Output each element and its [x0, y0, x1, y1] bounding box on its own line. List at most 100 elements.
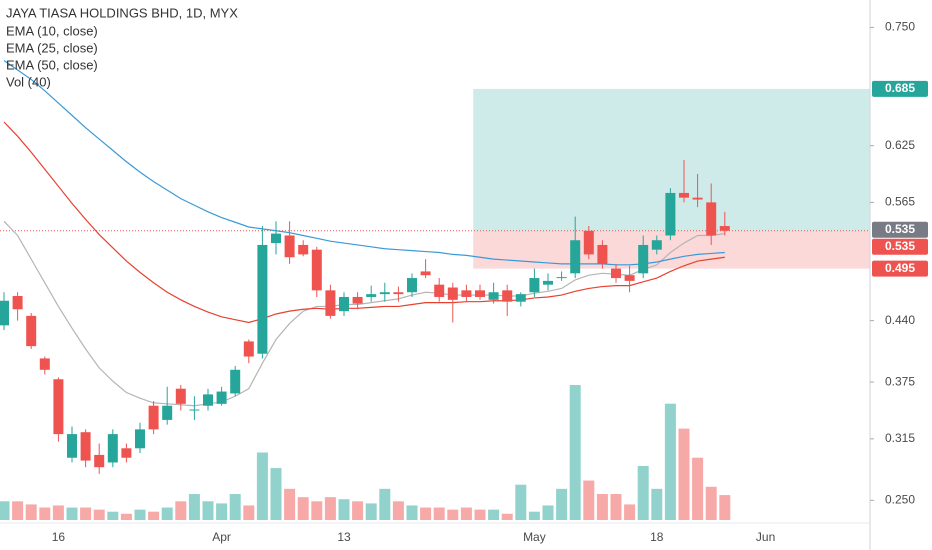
candle-body — [135, 429, 145, 449]
volume-bar — [297, 497, 309, 520]
candle-body — [570, 240, 581, 274]
volume-bar — [569, 385, 581, 520]
volume-bar — [583, 480, 595, 520]
volume-bar — [651, 488, 663, 520]
volume-bar — [120, 513, 132, 520]
volume-bar — [324, 497, 336, 520]
candle-body — [339, 296, 349, 312]
ema-line — [3, 220, 725, 407]
volume-bar — [284, 488, 296, 520]
volume-bar — [161, 507, 173, 520]
volume-bar — [637, 466, 649, 520]
volume-bar — [25, 504, 37, 520]
y-tick-label: 0.565 — [885, 195, 915, 209]
candle-body — [719, 226, 730, 231]
candle-body — [298, 244, 309, 255]
candle-body — [611, 268, 621, 279]
y-tick-label: 0.315 — [885, 431, 915, 445]
volume-bar — [610, 494, 622, 520]
candle-body — [203, 394, 213, 406]
volume-bar — [556, 488, 568, 520]
candle-body — [216, 391, 227, 404]
volume-bar — [528, 511, 540, 520]
legend-entry: EMA (50, close) — [6, 57, 98, 72]
volume-bar — [107, 511, 119, 520]
chart-title: JAYA TIASA HOLDINGS BHD, 1D, MYX — [6, 5, 238, 20]
candle-body — [461, 290, 472, 297]
volume-bar — [705, 486, 717, 520]
x-tick-label: 18 — [650, 530, 664, 544]
candle-body — [67, 434, 77, 458]
candle-body — [366, 294, 377, 297]
volume-bar — [256, 452, 268, 520]
candle-body — [26, 315, 37, 347]
volume-bar — [596, 494, 608, 520]
volume-bar — [488, 509, 500, 520]
candle-body — [230, 369, 241, 394]
candle-body — [651, 240, 662, 250]
candle-body — [597, 244, 608, 264]
x-tick-label: 13 — [337, 530, 351, 544]
candle-body — [488, 292, 499, 300]
volume-bar — [664, 403, 676, 520]
candle-body — [583, 230, 594, 255]
candle-body — [243, 341, 254, 357]
candle-body — [12, 296, 23, 310]
volume-bar — [148, 511, 160, 520]
candle-body — [53, 379, 64, 435]
candle-body — [434, 284, 445, 297]
candle-body — [39, 358, 50, 370]
volume-bar — [243, 505, 255, 520]
volume-bar — [270, 468, 282, 520]
candle-body — [80, 432, 91, 461]
volume-bar — [188, 494, 200, 520]
volume-bar — [460, 507, 472, 520]
price-badge — [872, 238, 928, 255]
volume-bar — [515, 484, 527, 520]
candle-body — [94, 454, 105, 468]
volume-bar — [175, 501, 187, 520]
volume-bar — [39, 507, 51, 520]
volume-bar — [352, 501, 364, 520]
candle-body — [475, 290, 485, 297]
volume-bar — [229, 494, 241, 520]
candle-body — [0, 300, 9, 326]
y-tick-label: 0.250 — [885, 492, 915, 506]
volume-bar — [311, 501, 323, 520]
volume-bar — [678, 428, 690, 520]
candle-body — [515, 294, 526, 302]
price-badge — [872, 260, 928, 277]
price-badge-label: 0.495 — [885, 261, 915, 275]
x-tick-label: Apr — [212, 530, 231, 544]
candle-body — [407, 278, 417, 293]
x-tick-label: 16 — [52, 530, 66, 544]
candle-body — [420, 271, 431, 276]
volume-bar — [447, 509, 459, 520]
candle-body — [706, 202, 717, 236]
candle-body — [107, 434, 118, 463]
volume-bar — [202, 501, 214, 520]
price-badge-label: 0.535 — [885, 239, 915, 253]
y-tick-label: 0.375 — [885, 374, 915, 388]
candle-body — [325, 290, 336, 316]
price-badge-label: 0.535 — [885, 222, 915, 236]
volume-bar — [52, 505, 64, 520]
position-layer — [0, 88, 870, 520]
candle-body — [311, 249, 322, 291]
candle-body — [175, 388, 186, 404]
loss-zone — [473, 230, 870, 269]
candle-body — [529, 278, 540, 293]
candle-body — [624, 275, 635, 281]
volume-bar — [365, 503, 377, 520]
ema-line — [3, 60, 725, 266]
candle-body — [271, 233, 281, 244]
volume-bar — [134, 509, 146, 520]
price-badge — [872, 221, 928, 238]
y-tick-label: 0.440 — [885, 313, 915, 327]
y-tick-label: 0.750 — [885, 20, 915, 34]
candle-body — [665, 192, 676, 236]
candle-body — [543, 280, 553, 285]
y-tick-label: 0.625 — [885, 138, 915, 152]
candle-body — [556, 277, 567, 279]
